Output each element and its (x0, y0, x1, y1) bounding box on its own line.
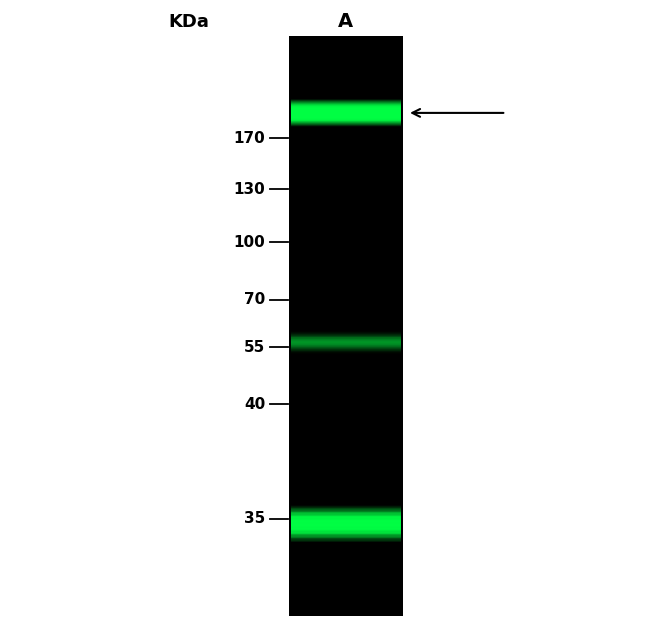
Text: 130: 130 (234, 182, 265, 197)
Text: 70: 70 (244, 292, 265, 307)
Text: A: A (338, 12, 353, 31)
Text: 55: 55 (244, 340, 265, 355)
Text: 40: 40 (244, 397, 265, 412)
Bar (289, 36, 402, 616)
Text: KDa: KDa (168, 13, 209, 31)
Text: 35: 35 (244, 511, 265, 526)
Text: 100: 100 (234, 235, 265, 250)
Text: 170: 170 (234, 131, 265, 146)
